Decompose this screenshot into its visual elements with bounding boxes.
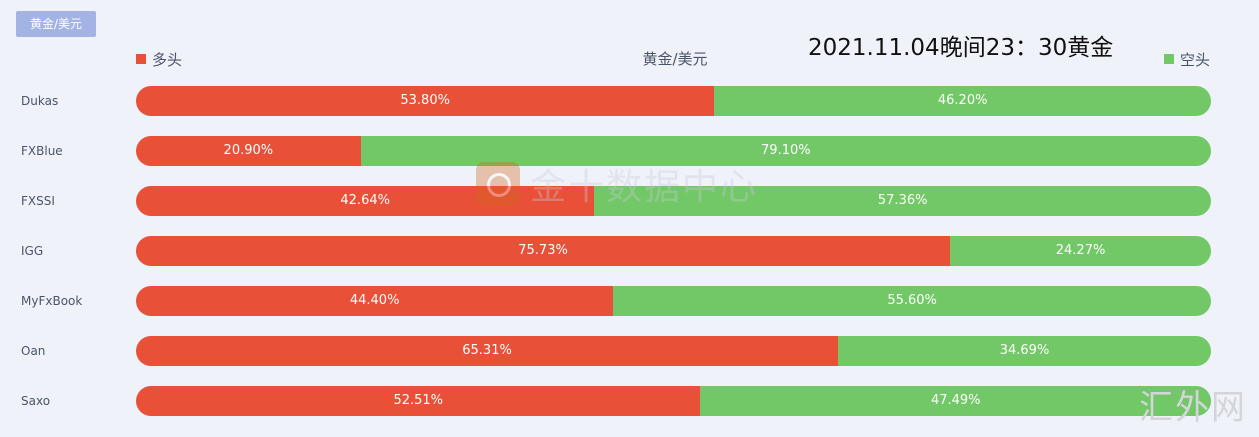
- bar-segment-long[interactable]: 65.31%: [136, 336, 839, 366]
- bar-row: FXBlue 20.90% 79.10%: [0, 136, 1259, 166]
- bar-row: IGG 75.73% 24.27%: [0, 236, 1259, 266]
- category-label: IGG: [21, 244, 44, 258]
- stacked-bar[interactable]: 44.40% 55.60%: [136, 286, 1211, 316]
- symbol-tag-button[interactable]: 黄金/美元: [16, 11, 96, 37]
- bar-row: FXSSI 42.64% 57.36%: [0, 186, 1259, 216]
- stacked-bar[interactable]: 75.73% 24.27%: [136, 236, 1211, 266]
- bar-row: Saxo 52.51% 47.49%: [0, 386, 1259, 416]
- category-label: Dukas: [21, 94, 59, 108]
- bar-row: Oan 65.31% 34.69%: [0, 336, 1259, 366]
- bar-segment-long[interactable]: 75.73%: [136, 236, 951, 266]
- bar-segment-short[interactable]: 47.49%: [700, 386, 1211, 416]
- bar-segment-long[interactable]: 44.40%: [136, 286, 614, 316]
- stacked-bar[interactable]: 42.64% 57.36%: [136, 186, 1211, 216]
- bar-row: MyFxBook 44.40% 55.60%: [0, 286, 1259, 316]
- legend-long-label: 多头: [152, 50, 183, 69]
- bar-row: Dukas 53.80% 46.20%: [0, 86, 1259, 116]
- bar-segment-short[interactable]: 24.27%: [950, 236, 1211, 266]
- bar-segment-short[interactable]: 34.69%: [838, 336, 1211, 366]
- stacked-bar[interactable]: 65.31% 34.69%: [136, 336, 1211, 366]
- legend-long-swatch: [136, 54, 146, 64]
- category-label: Oan: [21, 344, 46, 358]
- legend-short-swatch: [1164, 54, 1174, 64]
- bar-segment-long[interactable]: 53.80%: [136, 86, 715, 116]
- bar-segment-long[interactable]: 42.64%: [136, 186, 595, 216]
- legend-long[interactable]: 多头: [136, 50, 183, 69]
- bar-segment-short[interactable]: 57.36%: [594, 186, 1211, 216]
- bar-segment-short[interactable]: 55.60%: [613, 286, 1211, 316]
- category-label: FXBlue: [21, 144, 63, 158]
- overlay-datetime-title: 2021.11.04晚间23：30黄金: [808, 35, 1114, 61]
- bar-segment-short[interactable]: 79.10%: [360, 136, 1211, 166]
- stacked-bar[interactable]: 52.51% 47.49%: [136, 386, 1211, 416]
- stacked-bar[interactable]: 53.80% 46.20%: [136, 86, 1211, 116]
- category-label: MyFxBook: [21, 294, 83, 308]
- stacked-bar[interactable]: 20.90% 79.10%: [136, 136, 1211, 166]
- category-label: FXSSI: [21, 194, 55, 208]
- category-label: Saxo: [21, 394, 51, 408]
- legend-short-label: 空头: [1180, 50, 1211, 69]
- bar-segment-long[interactable]: 52.51%: [136, 386, 701, 416]
- chart-title: 黄金/美元: [642, 50, 708, 68]
- watermark-corner-text: 汇外网: [1139, 388, 1247, 428]
- bar-segment-short[interactable]: 46.20%: [714, 86, 1211, 116]
- legend-short[interactable]: 空头: [1164, 50, 1211, 69]
- bar-segment-long[interactable]: 20.90%: [136, 136, 361, 166]
